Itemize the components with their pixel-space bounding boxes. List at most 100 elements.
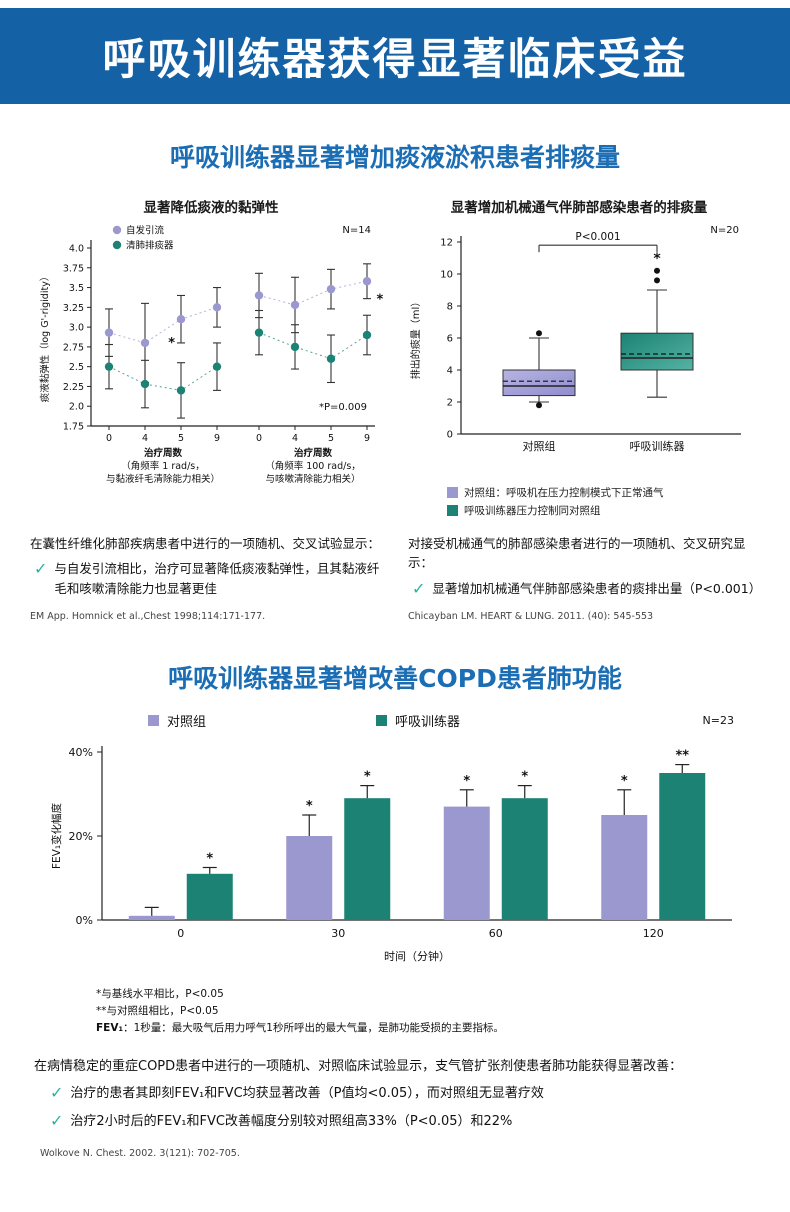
copd-study-intro: 在病情稳定的重症COPD患者中进行的一项随机、对照临床试验显示，支气管扩张剂使患… bbox=[34, 1058, 683, 1074]
svg-text:6: 6 bbox=[447, 334, 453, 345]
check-icon: ✓ bbox=[50, 1083, 64, 1103]
left-citation: EM App. Homnick et al.,Chest 1998;114:17… bbox=[30, 611, 266, 623]
svg-text:3.75: 3.75 bbox=[63, 263, 84, 274]
banner-title: 呼吸训练器获得显著临床受益 bbox=[102, 35, 688, 85]
trainer-legend-swatch bbox=[376, 714, 388, 726]
svg-text:0: 0 bbox=[177, 927, 184, 940]
sputum-volume-chart-title: 显著增加机械通气伴肺部感染患者的排痰量 bbox=[450, 200, 708, 216]
copd-bullet-2-text: 治疗2小时后的FEV₁和FVC改善幅度分别较对照组高33%（P<0.05）和22… bbox=[70, 1113, 513, 1129]
svg-text:60: 60 bbox=[489, 927, 503, 940]
footnote-fev-definition: FEV₁：1秒量：最大吸气后用力呼气1秒所呼出的最大气量，是肺功能受损的主要指标… bbox=[96, 1020, 790, 1037]
svg-text:N=20: N=20 bbox=[710, 225, 739, 236]
box-chart-legend: 对照组：呼吸机在压力控制模式下正常通气 呼吸训练器压力控制同对照组 bbox=[403, 482, 664, 521]
svg-text:*: * bbox=[377, 292, 384, 307]
left-study-intro: 在囊性纤维化肺部疾病患者中进行的一项随机、交叉试验显示： bbox=[30, 536, 381, 551]
legend-trainer-line: 呼吸训练器压力控制同对照组 bbox=[447, 503, 664, 518]
control-legend-label: 对照组 bbox=[167, 714, 207, 730]
svg-text:3.5: 3.5 bbox=[69, 283, 84, 294]
copd-bullet-1: ✓ 治疗的患者其即刻FEV₁和FVC均获显著改善（P值均<0.05），而对照组无… bbox=[50, 1083, 756, 1104]
svg-text:12: 12 bbox=[440, 238, 453, 249]
svg-text:1.75: 1.75 bbox=[63, 422, 84, 433]
svg-text:（角频率 1 rad/s，: （角频率 1 rad/s， bbox=[121, 460, 205, 472]
svg-text:*: * bbox=[168, 336, 175, 351]
footnote-control: **与对照组相比，P<0.05 bbox=[96, 1005, 219, 1018]
check-icon: ✓ bbox=[412, 578, 426, 598]
legend-control-line: 对照组：呼吸机在压力控制模式下正常通气 bbox=[447, 485, 664, 500]
copd-citation: Wolkove N. Chest. 2002. 3(121): 702-705. bbox=[40, 1148, 240, 1160]
svg-text:*: * bbox=[206, 851, 213, 866]
svg-text:0: 0 bbox=[256, 433, 262, 444]
fev1-bar-chart: 0% 20% 40% FEV₁变化幅度 0 * 30 * * 60 * * 120 * ** 时间（分钟） bbox=[0, 732, 790, 986]
svg-text:0: 0 bbox=[447, 430, 453, 441]
svg-text:与咳嗽清除能力相关）: 与咳嗽清除能力相关） bbox=[265, 473, 360, 485]
svg-text:10: 10 bbox=[440, 270, 453, 281]
sputum-volume-chart-column: 显著增加机械通气伴肺部感染患者的排痰量 0 2 4 6 8 10 12 排出的痰量（ml） 对照… bbox=[403, 184, 755, 524]
svg-text:治疗周数: 治疗周数 bbox=[144, 447, 183, 459]
svg-text:与黏液纤毛清除能力相关）: 与黏液纤毛清除能力相关） bbox=[106, 473, 220, 485]
viscoelasticity-plot: 4.0 3.75 3.5 3.25 3.0 2.75 2.5 2.25 2.0 1.75 痰液黏弹性… bbox=[39, 225, 384, 486]
right-citation: Chicayban LM. HEART & LUNG. 2011. (40): … bbox=[408, 611, 654, 623]
right-study-bullet-text: 显著增加机械通气伴肺部感染患者的痰排出量（P<0.001） bbox=[432, 580, 762, 596]
svg-text:3.0: 3.0 bbox=[69, 323, 84, 334]
left-study-bullet: ✓ 与自发引流相比，治疗可显著降低痰液黏弹性，且其黏液纤毛和咳嗽清除能力也显著更… bbox=[34, 559, 382, 598]
svg-text:*: * bbox=[364, 769, 371, 784]
copd-bullet-1-text: 治疗的患者其即刻FEV₁和FVC均获显著改善（P值均<0.05），而对照组无显著… bbox=[70, 1086, 544, 1102]
left-study-note: 在囊性纤维化肺部疾病患者中进行的一项随机、交叉试验显示： ✓ 与自发引流相比，治… bbox=[30, 534, 382, 625]
svg-text:20%: 20% bbox=[69, 830, 93, 843]
bar-chart-footnotes: *与基线水平相比，P<0.05 **与对照组相比，P<0.05 FEV₁：1秒量… bbox=[0, 986, 790, 1038]
svg-text:*P=0.009: *P=0.009 bbox=[319, 402, 367, 413]
svg-text:4: 4 bbox=[142, 433, 148, 444]
sputum-volume-plot: 0 2 4 6 8 10 12 排出的痰量（ml） 对照组 * 呼吸训练器 P<0.001 N=20 bbox=[409, 225, 741, 453]
svg-text:自发引流: 自发引流 bbox=[126, 225, 165, 237]
svg-text:治疗周数: 治疗周数 bbox=[294, 447, 333, 459]
svg-text:呼吸训练器: 呼吸训练器 bbox=[630, 439, 685, 453]
check-icon: ✓ bbox=[50, 1110, 64, 1130]
svg-text:0: 0 bbox=[106, 433, 112, 444]
svg-text:P<0.001: P<0.001 bbox=[575, 231, 620, 243]
svg-text:8: 8 bbox=[447, 302, 453, 313]
trainer-legend-text: 呼吸训练器压力控制同对照组 bbox=[464, 505, 601, 517]
bar-chart-n-label: N=23 bbox=[702, 713, 734, 727]
viscoelasticity-chart-title: 显著降低痰液的黏弹性 bbox=[143, 200, 279, 216]
check-icon: ✓ bbox=[34, 559, 48, 579]
fev-definition-text: ：1秒量：最大吸气后用力呼气1秒所呼出的最大气量，是肺功能受损的主要指标。 bbox=[123, 1022, 504, 1035]
svg-text:（角频率 100 rad/s，: （角频率 100 rad/s， bbox=[265, 460, 361, 472]
copd-study-note: 在病情稳定的重症COPD患者中进行的一项随机、对照临床试验显示，支气管扩张剂使患… bbox=[0, 1038, 790, 1162]
svg-text:120: 120 bbox=[643, 927, 664, 940]
viscoelasticity-chart: 4.0 3.75 3.5 3.25 3.0 2.75 2.5 2.25 2.0 1.75 痰液黏弹性… bbox=[35, 218, 387, 524]
svg-text:2.5: 2.5 bbox=[69, 362, 84, 373]
top-charts-row: 显著降低痰液的黏弹性 4.0 3.75 3.5 3.25 3.0 2.75 2.5 2.25 2… bbox=[0, 180, 790, 524]
svg-text:排出的痰量（ml）: 排出的痰量（ml） bbox=[409, 297, 422, 380]
trainer-swatch bbox=[447, 505, 458, 516]
sputum-volume-chart: 0 2 4 6 8 10 12 排出的痰量（ml） 对照组 * 呼吸训练器 P<0.001 N=20 bbox=[403, 218, 755, 482]
svg-text:5: 5 bbox=[178, 433, 184, 444]
svg-text:*: * bbox=[653, 251, 661, 267]
svg-text:时间（分钟）: 时间（分钟） bbox=[384, 949, 450, 963]
viscoelasticity-chart-column: 显著降低痰液的黏弹性 4.0 3.75 3.5 3.25 3.0 2.75 2.5 2.25 2… bbox=[35, 184, 387, 524]
svg-text:4: 4 bbox=[447, 366, 453, 377]
svg-text:*: * bbox=[621, 774, 628, 789]
svg-text:4: 4 bbox=[292, 433, 298, 444]
left-study-bullet-text: 与自发引流相比，治疗可显著降低痰液黏弹性，且其黏液纤毛和咳嗽清除能力也显著更佳 bbox=[54, 561, 380, 596]
svg-text:**: ** bbox=[675, 748, 689, 763]
svg-text:*: * bbox=[463, 774, 470, 789]
section2-title: 呼吸训练器显著增改善COPD患者肺功能 bbox=[168, 663, 622, 693]
control-legend-swatch bbox=[148, 714, 159, 726]
fev-label: FEV₁ bbox=[96, 1022, 124, 1035]
svg-text:2.25: 2.25 bbox=[63, 382, 84, 393]
svg-text:*: * bbox=[521, 769, 528, 784]
svg-text:9: 9 bbox=[214, 433, 220, 444]
control-legend-text: 对照组：呼吸机在压力控制模式下正常通气 bbox=[464, 487, 664, 499]
trainer-legend-label: 呼吸训练器 bbox=[395, 714, 461, 730]
copd-bullet-2: ✓ 治疗2小时后的FEV₁和FVC改善幅度分别较对照组高33%（P<0.05）和… bbox=[50, 1111, 756, 1132]
study-notes-row: 在囊性纤维化肺部疾病患者中进行的一项随机、交叉试验显示： ✓ 与自发引流相比，治… bbox=[0, 524, 790, 625]
svg-text:痰液黏弹性（log G'-rigidity）: 痰液黏弹性（log G'-rigidity） bbox=[39, 272, 51, 403]
svg-text:N=14: N=14 bbox=[342, 225, 371, 236]
svg-text:5: 5 bbox=[328, 433, 334, 444]
svg-text:30: 30 bbox=[331, 927, 345, 940]
svg-text:4.0: 4.0 bbox=[69, 244, 84, 255]
right-study-note: 对接受机械通气的肺部感染患者进行的一项随机、交叉研究显示： ✓ 显著增加机械通气… bbox=[408, 534, 762, 625]
section1-title: 呼吸训练器显著增加痰液淤积患者排痰量 bbox=[169, 143, 620, 172]
svg-text:2.0: 2.0 bbox=[69, 402, 84, 413]
